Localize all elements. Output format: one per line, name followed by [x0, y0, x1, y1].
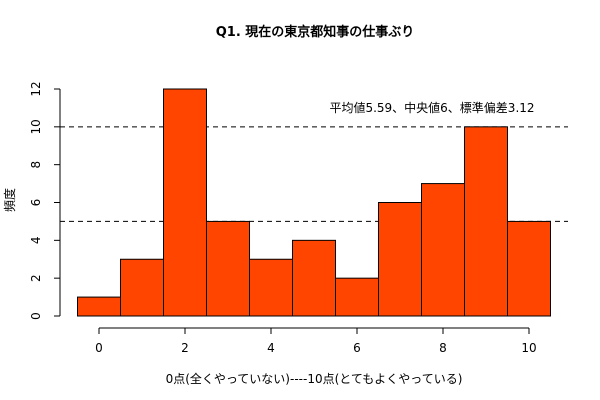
y-axis: 0 2 4 6 8 10 12	[29, 81, 61, 320]
y-tick-label-12: 12	[29, 81, 43, 96]
bar-5	[292, 239, 336, 317]
x-axis-label: 0点(全くやっていない)----10点(とてもよくやっている)	[166, 371, 463, 386]
bar-1	[120, 258, 164, 317]
bar-10	[507, 220, 551, 317]
y-tick-label-6: 6	[29, 199, 43, 207]
x-tick-label-8: 8	[439, 341, 447, 355]
chart-title: Q1. 現在の東京都知事の仕事ぶり	[216, 24, 415, 40]
x-tick-label-6: 6	[353, 341, 361, 355]
x-tick-label-4: 4	[267, 341, 275, 355]
stats-annotation: 平均値5.59、中央値6、標準偏差3.12	[329, 100, 534, 115]
x-axis: 0 2 4 6 8 10	[95, 327, 537, 355]
x-tick-label-10: 10	[521, 341, 536, 355]
y-tick-label-10: 10	[29, 119, 43, 134]
x-tick-label-0: 0	[95, 341, 103, 355]
bar-0	[77, 296, 121, 317]
y-tick-label-2: 2	[29, 274, 43, 282]
bars	[77, 88, 551, 317]
bar-9	[464, 126, 508, 317]
bar-6	[335, 277, 379, 317]
y-tick-label-0: 0	[29, 312, 43, 320]
bar-2	[163, 88, 207, 317]
y-tick-label-8: 8	[29, 161, 43, 169]
bar-4	[249, 258, 293, 317]
y-axis-label: 頻度	[2, 188, 17, 212]
bar-8	[421, 183, 465, 317]
bar-3	[206, 220, 250, 317]
x-tick-label-2: 2	[181, 341, 189, 355]
y-tick-label-4: 4	[29, 237, 43, 245]
bar-7	[378, 202, 422, 317]
